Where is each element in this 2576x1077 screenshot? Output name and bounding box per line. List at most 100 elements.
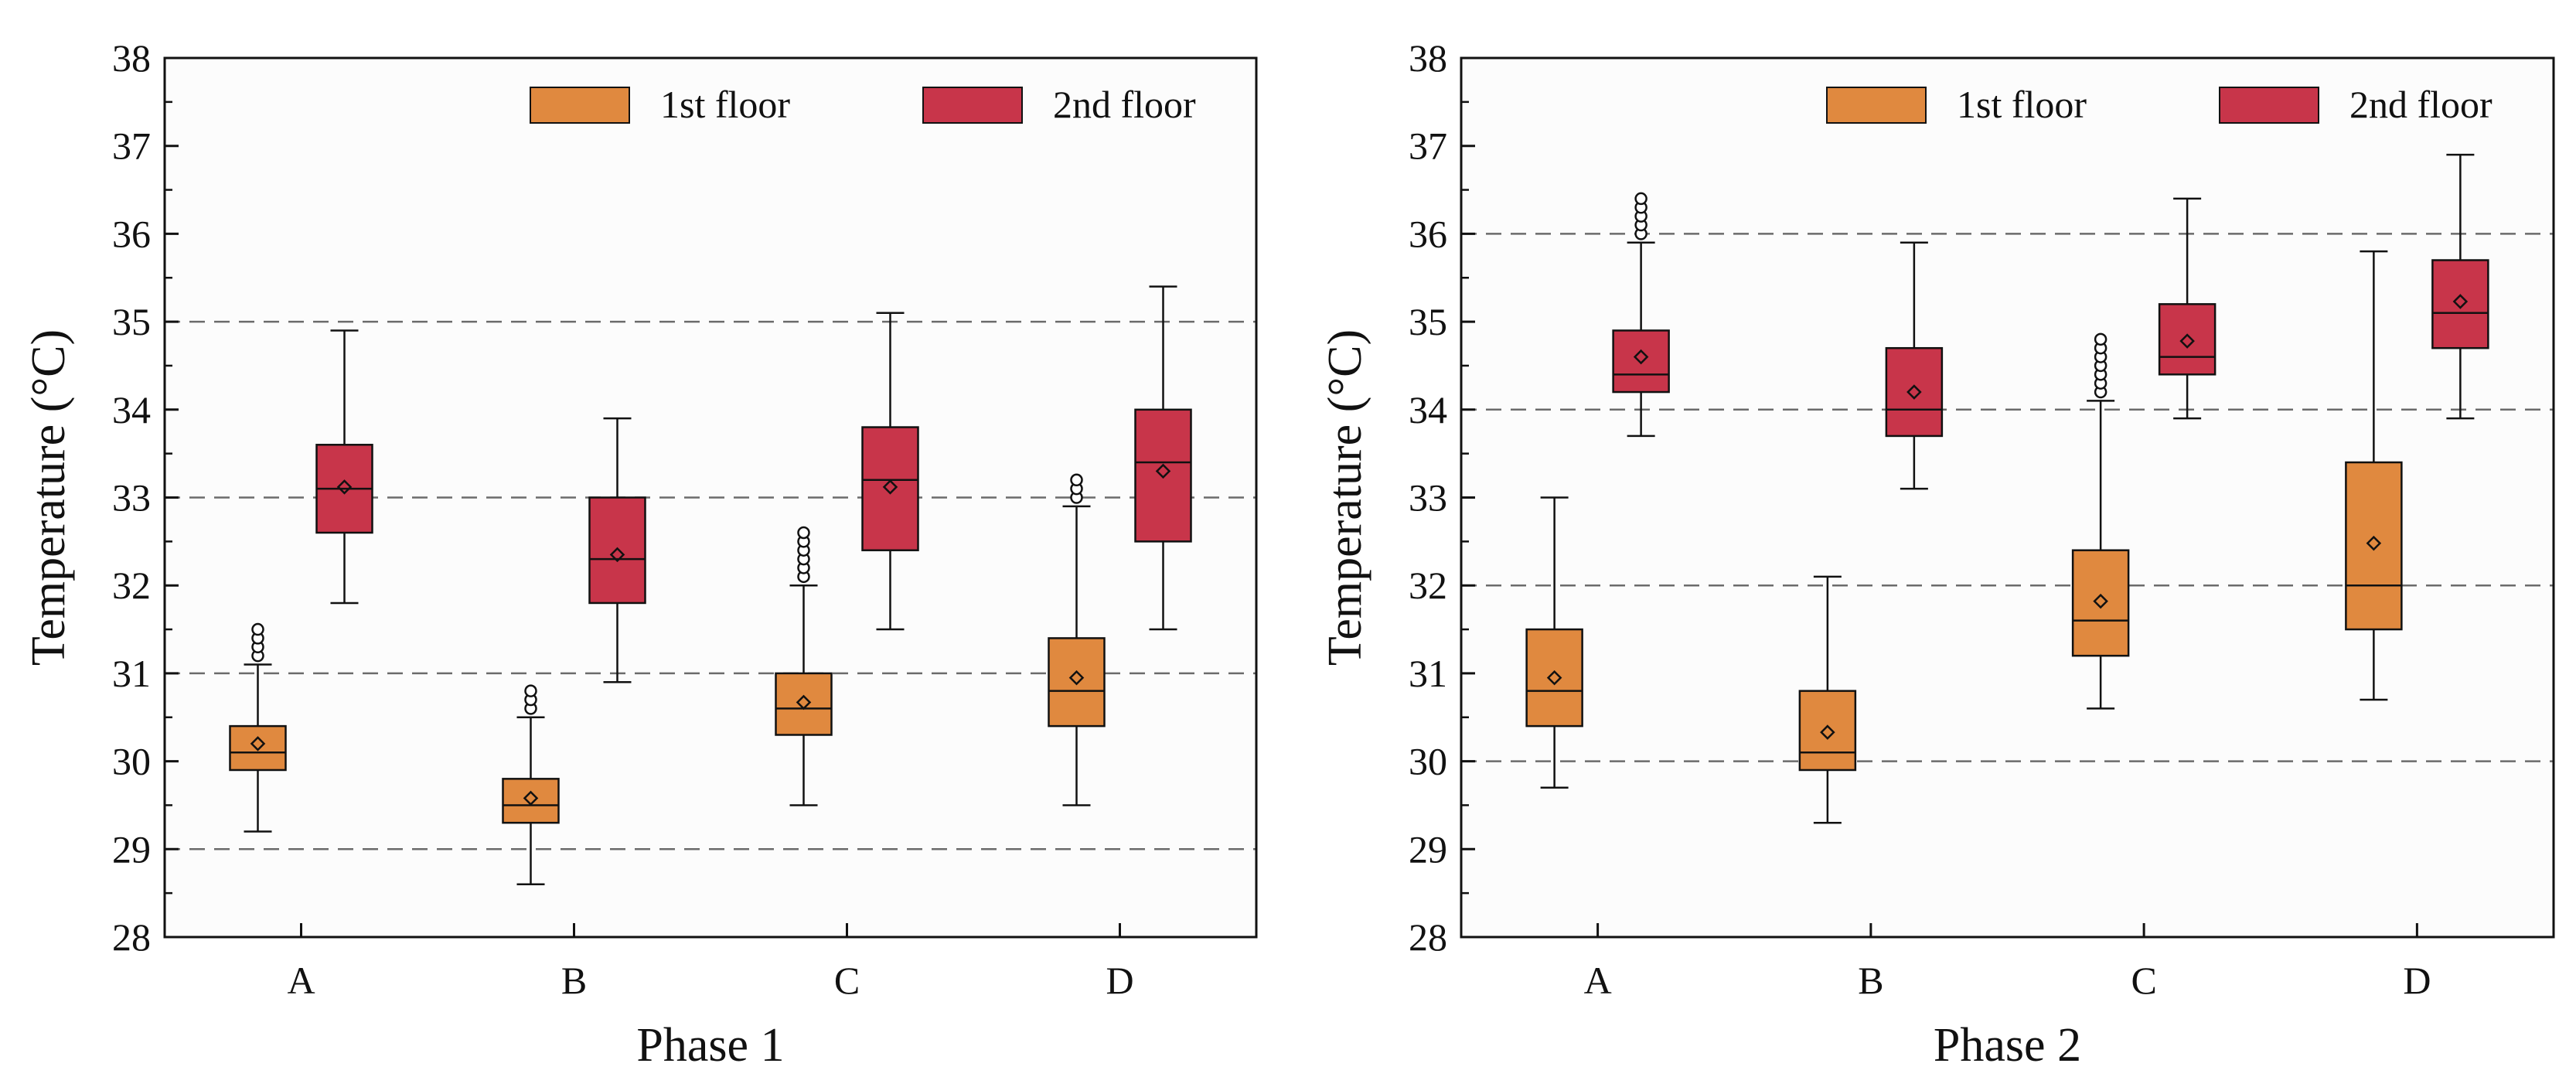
box-A-second-floor: [1612, 192, 1670, 438]
box-B-first-floor: [502, 684, 560, 886]
y-tick-label: 31: [1409, 652, 1447, 695]
mean-marker: [1546, 670, 1562, 686]
y-tick-label: 30: [1409, 740, 1447, 783]
box-body: [1798, 690, 1857, 772]
mean-marker: [1155, 463, 1171, 479]
y-tick-label: 31: [112, 652, 151, 695]
legend-label: 1st floor: [660, 83, 790, 126]
box-body: [502, 778, 560, 824]
box-C-second-floor: [2158, 197, 2217, 420]
y-tick-label: 28: [112, 915, 151, 959]
box-body: [1612, 329, 1670, 394]
y-axis-title: Temperature (°C): [22, 329, 75, 666]
plot-frame: [1460, 56, 2555, 939]
box-body: [2345, 461, 2403, 631]
y-tick-label: 32: [1409, 564, 1447, 607]
outlier-point: [797, 526, 810, 540]
x-tick-label: C: [2131, 959, 2156, 1002]
mean-marker: [796, 694, 812, 711]
box-D-first-floor: [1048, 473, 1106, 806]
mean-marker: [2366, 535, 2382, 551]
legend-label: 2nd floor: [2349, 83, 2493, 126]
mean-marker: [2179, 333, 2195, 349]
x-tick-label: A: [287, 959, 315, 1002]
chart-panel-1: 28 29 30 31 32 33 34 35 36 37 38 A B C D 1st floor 2nd f…: [22, 36, 1258, 1072]
mean-marker: [1633, 349, 1649, 365]
mean-marker: [882, 479, 898, 495]
mean-marker: [523, 790, 539, 806]
box-body: [775, 672, 833, 736]
box-B-second-floor: [1885, 241, 1944, 490]
mean-marker: [250, 736, 266, 752]
mean-marker: [2093, 593, 2108, 609]
box-B-first-floor: [1798, 575, 1857, 824]
x-tick-label: B: [1858, 959, 1883, 1002]
y-tick-label: 30: [112, 740, 151, 783]
y-tick-label: 38: [1409, 36, 1447, 80]
x-axis-title: Phase 2: [1934, 1019, 2081, 1072]
box-body: [1048, 637, 1106, 728]
x-tick-label: B: [561, 959, 587, 1002]
plot-frame: [163, 56, 1258, 939]
box-C-second-floor: [861, 312, 919, 631]
box-body: [2431, 259, 2489, 349]
legend-label: 1st floor: [1957, 83, 2087, 126]
mean-marker: [336, 479, 353, 495]
mean-marker: [1820, 724, 1835, 740]
outlier-point: [524, 684, 537, 697]
y-tick-label: 36: [1409, 212, 1447, 255]
x-tick-label: D: [1106, 959, 1133, 1002]
y-tick-label: 36: [112, 212, 151, 255]
x-tick-label: C: [834, 959, 860, 1002]
y-tick-label: 34: [112, 388, 151, 431]
box-A-first-floor: [229, 622, 287, 833]
legend-swatch: [530, 87, 630, 124]
box-A-second-floor: [315, 329, 373, 605]
legend-swatch: [922, 87, 1023, 124]
y-tick-label: 37: [112, 124, 151, 168]
y-tick-label: 37: [1409, 124, 1447, 168]
box-body: [229, 724, 287, 772]
box-A-first-floor: [1525, 496, 1583, 789]
box-body: [861, 426, 919, 551]
y-tick-label: 29: [112, 827, 151, 871]
mean-marker: [1068, 670, 1085, 686]
y-axis-title: Temperature (°C): [1319, 329, 1371, 666]
box-body: [2071, 549, 2130, 657]
box-D-second-floor: [2431, 153, 2489, 420]
x-tick-label: D: [2403, 959, 2431, 1002]
y-tick-label: 33: [112, 476, 151, 520]
mean-marker: [609, 547, 625, 563]
y-tick-label: 35: [1409, 300, 1447, 343]
y-tick-label: 34: [1409, 388, 1447, 431]
y-tick-label: 38: [112, 36, 151, 80]
outlier-point: [2094, 332, 2107, 346]
x-axis-title: Phase 1: [636, 1019, 784, 1072]
legend-swatch: [2219, 87, 2319, 124]
y-tick-label: 32: [112, 564, 151, 607]
chart-panel-2: 28 29 30 31 32 33 34 35 36 37 38 A B C D 1st floor 2nd f…: [1319, 36, 2555, 1072]
box-body: [2158, 303, 2217, 376]
box-body: [1885, 346, 1944, 438]
legend-swatch: [1826, 87, 1927, 124]
mean-marker: [2452, 294, 2469, 309]
box-body: [1525, 628, 1583, 728]
legend-label: 2nd floor: [1053, 83, 1196, 126]
box-D-first-floor: [2345, 250, 2403, 701]
y-tick-label: 29: [1409, 827, 1447, 871]
y-tick-label: 35: [112, 300, 151, 343]
mean-marker: [1906, 384, 1922, 400]
box-C-first-floor: [2071, 332, 2130, 710]
box-D-second-floor: [1134, 285, 1192, 631]
box-B-second-floor: [588, 417, 646, 683]
outlier-point: [251, 622, 264, 636]
box-body: [1134, 408, 1192, 543]
y-tick-label: 28: [1409, 915, 1447, 959]
y-tick-label: 33: [1409, 476, 1447, 520]
box-C-first-floor: [775, 526, 833, 806]
box-body: [588, 496, 646, 605]
outlier-point: [1070, 473, 1083, 487]
x-tick-label: A: [1584, 959, 1612, 1002]
outlier-point: [1634, 192, 1647, 206]
